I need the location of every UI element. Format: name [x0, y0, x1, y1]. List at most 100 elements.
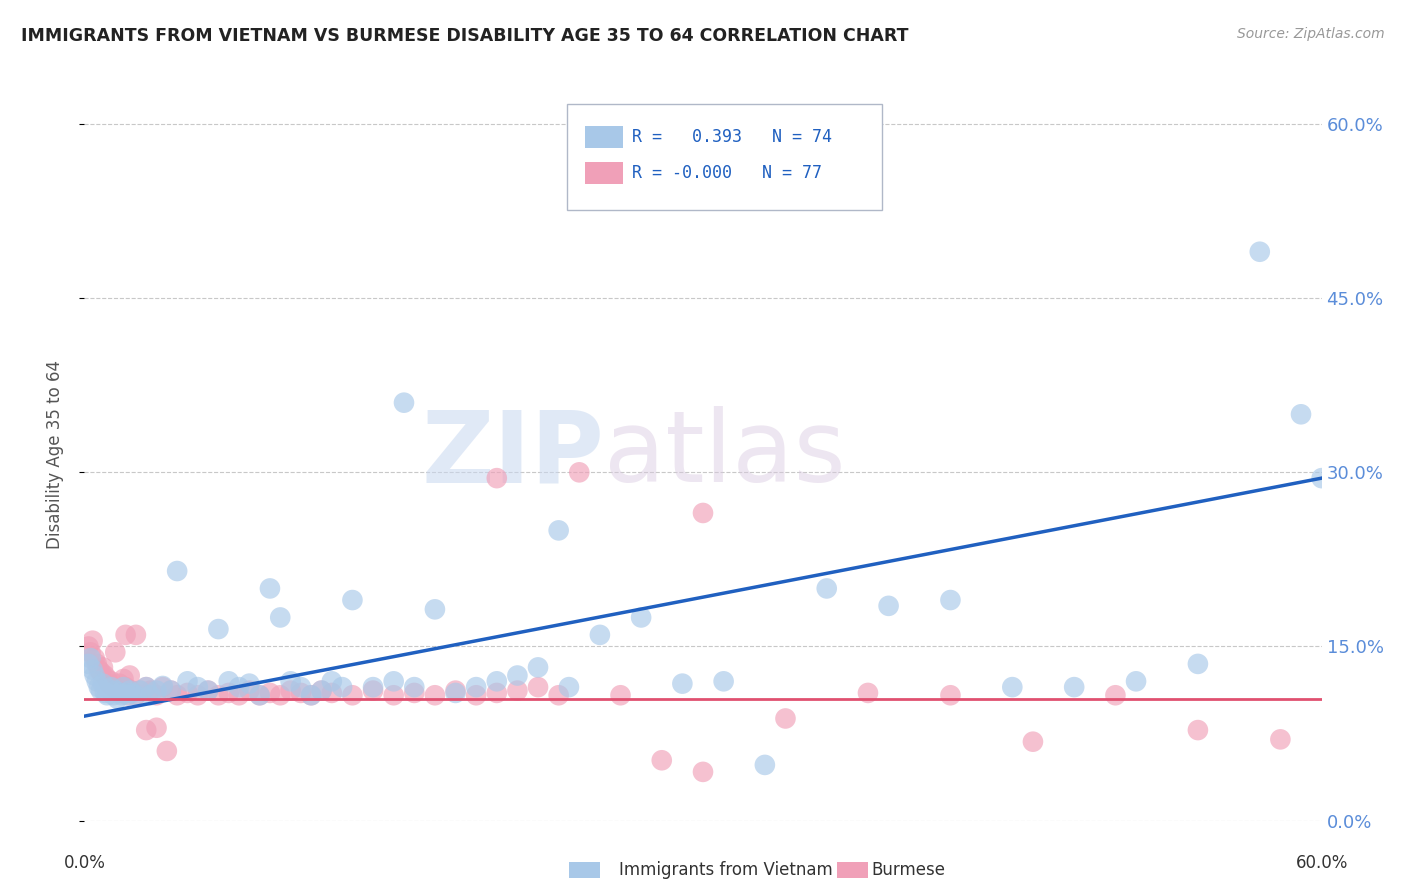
Point — [259, 686, 281, 700]
Point — [321, 686, 343, 700]
Point — [79, 651, 101, 665]
Point — [77, 640, 100, 654]
Point — [280, 674, 302, 689]
Point — [671, 676, 693, 690]
Point — [299, 688, 322, 702]
Point — [299, 688, 322, 702]
Point — [117, 688, 139, 702]
Point — [114, 628, 136, 642]
Point — [392, 395, 415, 409]
Point — [112, 672, 135, 686]
Point — [197, 683, 219, 698]
Point — [187, 688, 209, 702]
Point — [692, 506, 714, 520]
Text: ZIP: ZIP — [422, 407, 605, 503]
Point — [280, 683, 302, 698]
Point — [90, 665, 112, 679]
Point — [1063, 680, 1085, 694]
Point — [423, 602, 446, 616]
Point — [139, 683, 162, 698]
Point — [108, 686, 131, 700]
Point — [249, 688, 271, 702]
Text: 0.0%: 0.0% — [63, 854, 105, 871]
Point — [207, 688, 229, 702]
Point — [382, 674, 405, 689]
Point — [98, 676, 121, 690]
Point — [114, 686, 136, 700]
Point — [485, 674, 508, 689]
Point — [145, 683, 167, 698]
Point — [105, 691, 128, 706]
Point — [176, 686, 198, 700]
Point — [114, 680, 136, 694]
Point — [228, 688, 250, 702]
Point — [152, 680, 174, 694]
Point — [156, 744, 179, 758]
Point — [465, 680, 488, 694]
Text: Immigrants from Vietnam: Immigrants from Vietnam — [619, 861, 832, 879]
Point — [87, 663, 110, 677]
Point — [91, 660, 114, 674]
Point — [1270, 732, 1292, 747]
Point — [361, 683, 384, 698]
Point — [160, 683, 183, 698]
Point — [135, 680, 157, 694]
Point — [90, 683, 112, 698]
Point — [589, 628, 612, 642]
Point — [444, 683, 467, 698]
Point — [939, 593, 962, 607]
Point — [527, 660, 550, 674]
Point — [207, 622, 229, 636]
Point — [1187, 657, 1209, 671]
Point — [83, 668, 105, 682]
Point — [558, 680, 581, 694]
Point — [104, 683, 127, 698]
Point — [121, 686, 143, 700]
Point — [83, 651, 105, 665]
Point — [1125, 674, 1147, 689]
Point — [485, 471, 508, 485]
Point — [145, 688, 167, 702]
Point — [121, 683, 143, 698]
Point — [259, 582, 281, 596]
Point — [311, 683, 333, 698]
Point — [547, 524, 569, 538]
Point — [108, 676, 131, 690]
Point — [290, 686, 312, 700]
Point — [110, 688, 132, 702]
Point — [104, 645, 127, 659]
Y-axis label: Disability Age 35 to 64: Disability Age 35 to 64 — [45, 360, 63, 549]
Point — [100, 680, 122, 694]
Point — [404, 680, 426, 694]
Point — [877, 599, 900, 613]
Point — [96, 672, 118, 686]
Point — [692, 764, 714, 779]
Point — [187, 680, 209, 694]
Point — [96, 688, 118, 702]
Point — [125, 628, 148, 642]
Point — [129, 683, 152, 698]
Point — [238, 683, 260, 698]
Text: Source: ZipAtlas.com: Source: ZipAtlas.com — [1237, 27, 1385, 41]
Point — [125, 688, 148, 702]
Point — [651, 753, 673, 767]
Text: 60.0%: 60.0% — [1295, 854, 1348, 871]
Point — [87, 680, 110, 694]
Point — [775, 711, 797, 725]
Point — [1022, 734, 1045, 748]
Point — [1104, 688, 1126, 702]
Point — [125, 688, 148, 702]
Point — [82, 663, 104, 677]
Point — [1187, 723, 1209, 737]
Point — [139, 688, 162, 702]
Point — [939, 688, 962, 702]
Point — [423, 688, 446, 702]
Text: IMMIGRANTS FROM VIETNAM VS BURMESE DISABILITY AGE 35 TO 64 CORRELATION CHART: IMMIGRANTS FROM VIETNAM VS BURMESE DISAB… — [21, 27, 908, 45]
Point — [485, 686, 508, 700]
Point — [100, 674, 122, 689]
Point — [160, 683, 183, 698]
Point — [228, 680, 250, 694]
Point — [135, 680, 157, 694]
Point — [269, 610, 291, 624]
Point — [754, 758, 776, 772]
